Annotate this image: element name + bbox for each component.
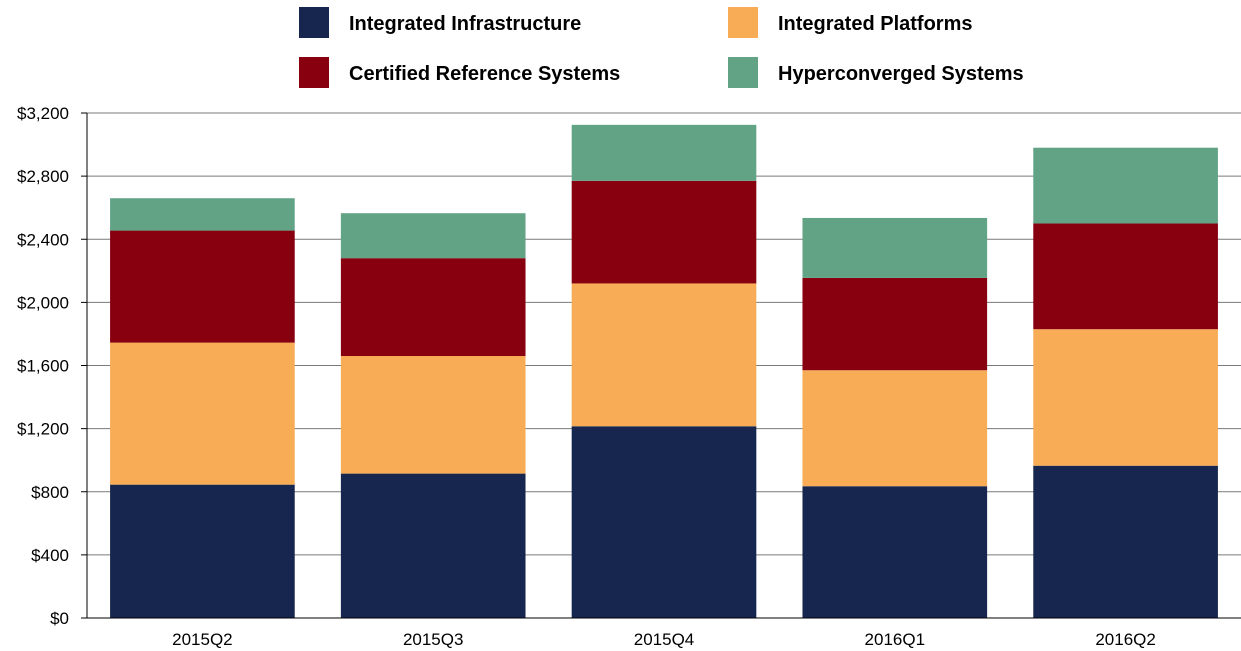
y-tick-label: $2,000 (17, 293, 69, 312)
bars (110, 124, 1218, 618)
bar-segment-hyperconverged-systems (802, 217, 988, 278)
legend-label: Certified Reference Systems (349, 63, 620, 85)
y-tick-label: $400 (31, 546, 69, 565)
bar-segment-hyperconverged-systems (340, 213, 526, 259)
x-tick-label: 2016Q2 (1095, 630, 1156, 649)
x-axis: 2015Q2 2015Q3 2015Q4 2016Q1 2016Q2 (87, 617, 1241, 649)
y-tick-label: $0 (50, 609, 69, 628)
bar-segment-certified-reference-systems (1033, 223, 1218, 330)
bar-stack-2015q2 (110, 198, 295, 618)
x-tick-label: 2016Q1 (865, 630, 926, 649)
y-tick-label: $1,200 (17, 420, 69, 439)
bar-segment-hyperconverged-systems (1033, 147, 1218, 224)
bar-stack-2015q4 (571, 124, 757, 618)
y-tick-label: $2,400 (17, 230, 69, 249)
legend-label: Hyperconverged Systems (778, 63, 1024, 85)
y-tick-label: $3,200 (17, 104, 69, 123)
bar-segment-integrated-platforms (340, 356, 526, 474)
bar-segment-certified-reference-systems (110, 230, 295, 343)
y-axis: $0 $400 $800 $1,200 $1,600 $2,000 $2,400 $2,800… (17, 104, 88, 628)
bar-segment-integrated-platforms (110, 342, 295, 485)
bar-stack-2016q1 (802, 217, 988, 618)
bar-segment-integrated-infrastructure (571, 426, 757, 618)
y-tick-label: $2,800 (17, 167, 69, 186)
bar-segment-integrated-infrastructure (802, 486, 988, 618)
bar-segment-certified-reference-systems (802, 277, 988, 371)
legend-item-integrated-platforms: Integrated Platforms (728, 7, 972, 38)
legend-label: Integrated Platforms (778, 13, 972, 35)
legend-item-hyperconverged-systems: Hyperconverged Systems (728, 57, 1024, 88)
bar-stack-2016q2 (1033, 147, 1218, 618)
bar-segment-integrated-infrastructure (1033, 465, 1218, 618)
legend-label: Integrated Infrastructure (349, 13, 581, 35)
legend-swatch (299, 57, 329, 88)
bar-segment-certified-reference-systems (571, 180, 757, 284)
legend-swatch (299, 7, 329, 38)
x-tick-label: 2015Q3 (403, 630, 464, 649)
bar-segment-integrated-infrastructure (110, 484, 295, 618)
legend: Integrated Infrastructure Integrated Plat… (299, 7, 1024, 88)
bar-segment-integrated-platforms (1033, 329, 1218, 466)
legend-item-certified-reference-systems: Certified Reference Systems (299, 57, 620, 88)
bar-segment-integrated-platforms (802, 370, 988, 487)
legend-swatch (728, 7, 758, 38)
bar-segment-integrated-infrastructure (340, 473, 526, 618)
bar-segment-hyperconverged-systems (571, 124, 757, 181)
legend-item-integrated-infrastructure: Integrated Infrastructure (299, 7, 581, 38)
bar-segment-integrated-platforms (571, 283, 757, 427)
bar-segment-certified-reference-systems (340, 258, 526, 357)
x-tick-label: 2015Q2 (172, 630, 233, 649)
y-tick-label: $1,600 (17, 357, 69, 376)
bar-stack-2015q3 (340, 213, 526, 618)
bar-segment-hyperconverged-systems (110, 198, 295, 231)
legend-swatch (728, 57, 758, 88)
y-tick-label: $800 (31, 483, 69, 502)
x-tick-label: 2015Q4 (634, 630, 695, 649)
